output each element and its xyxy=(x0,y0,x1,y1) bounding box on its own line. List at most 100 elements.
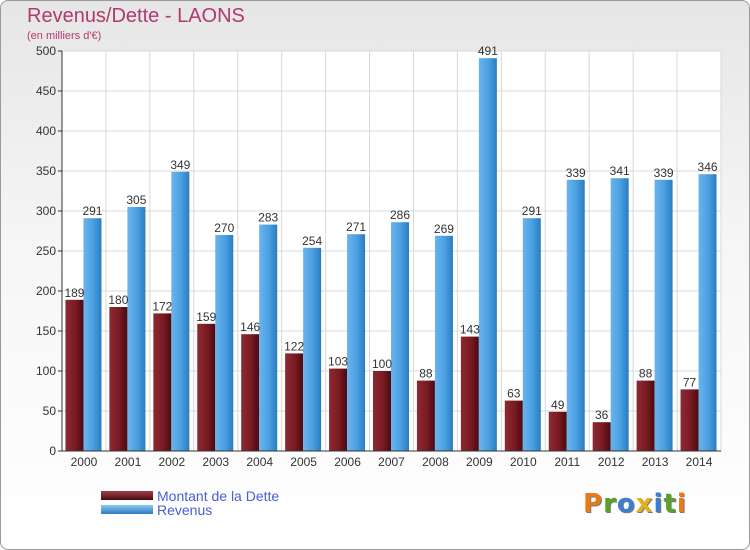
bar-revenue-2003 xyxy=(215,235,234,451)
logo-letter: i xyxy=(653,489,664,519)
bar-debt-2013 xyxy=(636,380,655,451)
y-tick-label: 300 xyxy=(36,204,56,218)
data-label-debt-2009: 143 xyxy=(460,323,480,337)
data-label-revenue-2012: 341 xyxy=(610,164,630,178)
data-label-debt-2014: 77 xyxy=(683,375,697,389)
logo-letter: i xyxy=(676,489,687,519)
bar-revenue-2014 xyxy=(698,174,717,451)
y-tick-label: 400 xyxy=(36,124,56,138)
bar-revenue-2007 xyxy=(391,222,409,451)
bar-debt-2001 xyxy=(109,307,128,451)
data-label-revenue-2007: 286 xyxy=(390,208,410,222)
legend-label-revenue: Revenus xyxy=(157,502,213,518)
bar-debt-2004 xyxy=(241,334,260,451)
logo-letter: r xyxy=(603,489,617,519)
y-tick-label: 450 xyxy=(36,84,56,98)
data-label-revenue-2009: 491 xyxy=(478,44,498,58)
y-tick-label: 350 xyxy=(36,164,56,178)
bar-debt-2000 xyxy=(65,299,84,451)
data-label-debt-2000: 189 xyxy=(64,286,84,300)
data-label-debt-2004: 146 xyxy=(240,320,260,334)
y-tick-label: 250 xyxy=(36,244,56,258)
logo-letter: o xyxy=(616,489,636,519)
bar-revenue-2008 xyxy=(434,235,453,451)
data-label-debt-2005: 122 xyxy=(284,339,304,353)
x-tick-label-2009: 2009 xyxy=(466,455,493,469)
logo-letter: t xyxy=(663,489,677,519)
data-label-revenue-2003: 270 xyxy=(214,221,234,235)
bar-debt-2008 xyxy=(416,380,435,451)
data-label-debt-2002: 172 xyxy=(152,299,172,313)
bar-revenue-2010 xyxy=(522,218,541,451)
data-label-revenue-2001: 305 xyxy=(126,193,146,207)
logo-letter: P xyxy=(583,489,604,519)
bar-debt-2010 xyxy=(504,400,523,451)
x-tick-label-2001: 2001 xyxy=(115,455,142,469)
bar-revenue-2012 xyxy=(610,178,629,451)
bar-revenue-2005 xyxy=(303,247,322,451)
bar-debt-2005 xyxy=(285,353,304,451)
bar-revenue-2004 xyxy=(259,224,278,451)
data-label-revenue-2004: 283 xyxy=(258,211,278,225)
y-tick-label: 500 xyxy=(36,44,56,58)
data-label-revenue-2006: 271 xyxy=(346,220,366,234)
x-tick-label-2000: 2000 xyxy=(71,455,98,469)
x-tick-label-2010: 2010 xyxy=(510,455,537,469)
data-label-revenue-2005: 254 xyxy=(302,234,322,248)
x-tick-label-2008: 2008 xyxy=(422,455,449,469)
data-label-revenue-2013: 339 xyxy=(654,166,674,180)
x-tick-label-2012: 2012 xyxy=(598,455,625,469)
data-label-revenue-2008: 269 xyxy=(434,222,454,236)
y-tick-label: 150 xyxy=(36,324,56,338)
bar-revenue-2013 xyxy=(654,179,673,452)
chart-title: Revenus/Dette - LAONS xyxy=(27,5,245,27)
bar-debt-2006 xyxy=(329,368,348,451)
x-tick-label-2007: 2007 xyxy=(378,455,405,469)
bar-debt-2002 xyxy=(153,313,172,451)
x-tick-label-2006: 2006 xyxy=(334,455,361,469)
chart-subtitle: (en milliers d'€) xyxy=(27,30,102,42)
bar-revenue-2006 xyxy=(347,234,366,451)
x-tick-label-2002: 2002 xyxy=(158,455,185,469)
data-label-debt-2007: 100 xyxy=(372,357,392,371)
legend-swatch-revenue xyxy=(101,505,153,514)
data-label-revenue-2002: 349 xyxy=(170,158,190,172)
bar-revenue-2000 xyxy=(83,218,102,451)
y-tick-label: 100 xyxy=(36,364,56,378)
data-label-revenue-2010: 291 xyxy=(522,204,542,218)
data-label-debt-2013: 88 xyxy=(639,367,653,381)
proxiti-logo: Proxiti xyxy=(583,489,687,519)
data-label-debt-2012: 36 xyxy=(595,408,609,422)
data-label-revenue-2014: 346 xyxy=(698,160,718,174)
y-tick-label: 0 xyxy=(49,444,56,458)
data-label-revenue-2011: 339 xyxy=(566,166,586,180)
data-label-debt-2011: 49 xyxy=(551,398,565,412)
logo-letter: x xyxy=(635,489,654,519)
legend-label-debt: Montant de la Dette xyxy=(157,488,280,504)
data-label-debt-2006: 103 xyxy=(328,355,348,369)
data-label-debt-2010: 63 xyxy=(507,387,521,401)
x-tick-label-2003: 2003 xyxy=(202,455,229,469)
x-tick-label-2005: 2005 xyxy=(290,455,317,469)
x-tick-label-2014: 2014 xyxy=(686,455,713,469)
x-tick-label-2011: 2011 xyxy=(554,455,580,469)
data-label-debt-2008: 88 xyxy=(419,367,433,381)
legend-swatch-debt xyxy=(101,491,153,500)
x-tick-label-2004: 2004 xyxy=(246,455,273,469)
data-label-debt-2001: 180 xyxy=(108,293,128,307)
bar-revenue-2001 xyxy=(127,207,146,451)
bar-debt-2003 xyxy=(197,323,216,451)
bar-revenue-2011 xyxy=(566,179,585,452)
data-label-revenue-2000: 291 xyxy=(82,204,102,218)
y-tick-label: 50 xyxy=(43,404,57,418)
bar-revenue-2009 xyxy=(478,58,497,451)
bar-debt-2012 xyxy=(592,422,611,451)
bar-debt-2009 xyxy=(460,336,479,451)
x-tick-label-2013: 2013 xyxy=(642,455,669,469)
y-tick-label: 200 xyxy=(36,284,56,298)
bar-revenue-2002 xyxy=(171,171,190,452)
bar-debt-2014 xyxy=(680,389,699,451)
data-label-debt-2003: 159 xyxy=(196,310,216,324)
